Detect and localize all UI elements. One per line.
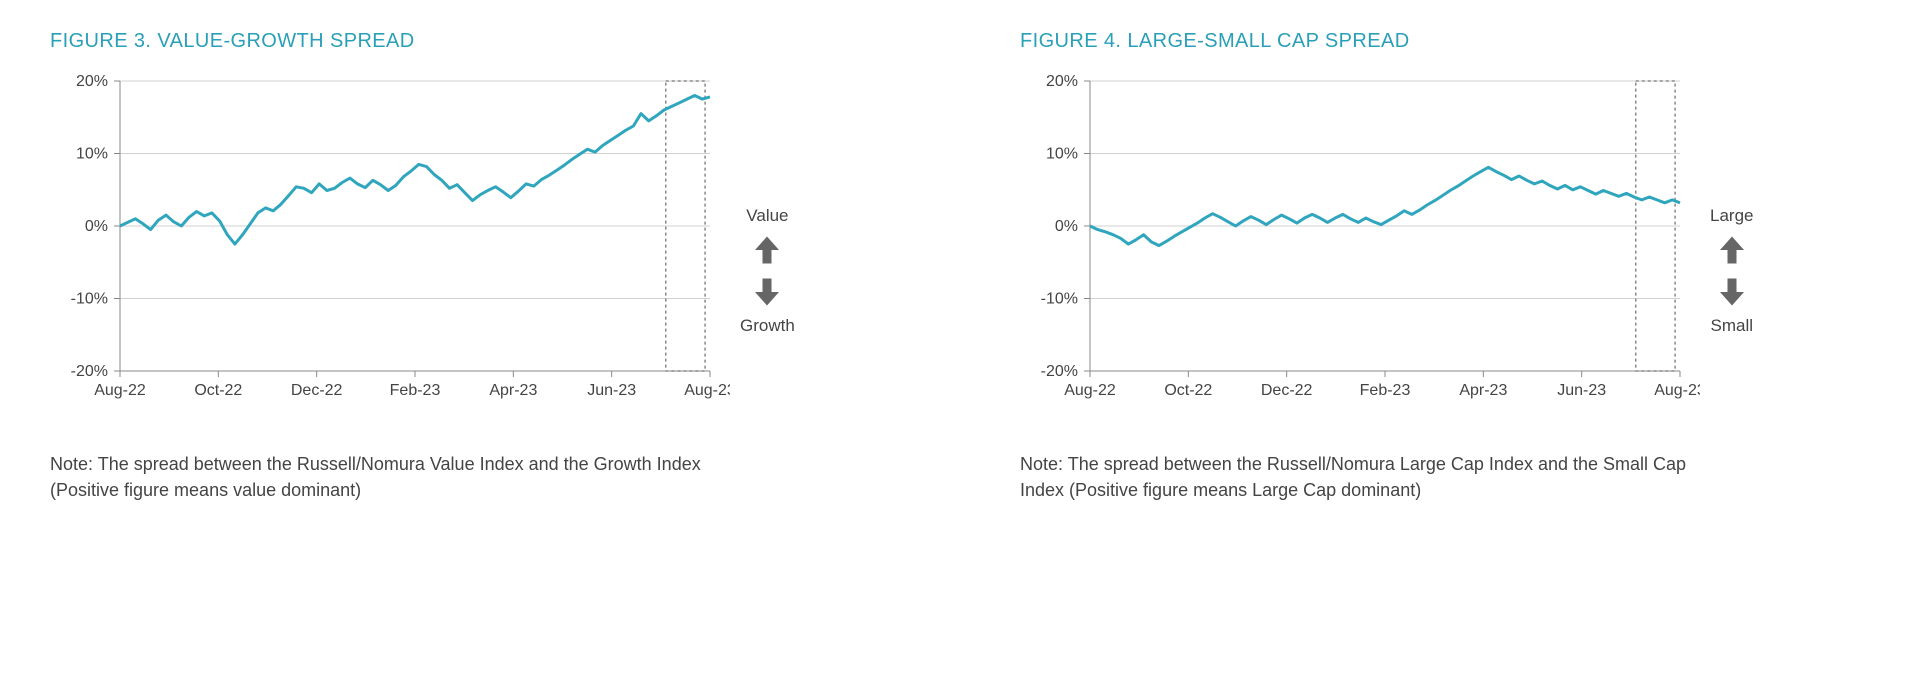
figure-3-chart: -20% -10% 0% 10% 20% Aug-22 Oct-22 Dec-22 Feb-23… (50, 71, 730, 411)
figure-4-top-label: Large (1710, 206, 1753, 226)
arrow-down-icon (749, 274, 785, 310)
arrow-up-icon (1714, 232, 1750, 268)
svg-text:0%: 0% (1055, 218, 1078, 235)
svg-text:-20%: -20% (1041, 363, 1078, 380)
svg-text:Dec-22: Dec-22 (291, 382, 343, 399)
svg-text:Jun-23: Jun-23 (1557, 382, 1606, 399)
figure-3-panel: FIGURE 3. VALUE-GROWTH SPREAD -20% -10% 0%… (50, 30, 900, 660)
figure-4-chart: -20% -10% 0% 10% 20% Aug-22 Oct-22 Dec-22 Feb-23… (1020, 71, 1700, 411)
svg-text:20%: 20% (1046, 73, 1078, 90)
svg-text:-10%: -10% (1041, 291, 1078, 308)
svg-text:10%: 10% (76, 146, 108, 163)
figure-4-title: FIGURE 4. LARGE-SMALL CAP SPREAD (1020, 30, 1870, 53)
svg-text:10%: 10% (1046, 146, 1078, 163)
svg-text:-20%: -20% (71, 363, 108, 380)
svg-text:Dec-22: Dec-22 (1261, 382, 1313, 399)
figure-3-bottom-label: Growth (740, 316, 795, 336)
figure-3-top-label: Value (746, 206, 788, 226)
figure-4-chart-row: -20% -10% 0% 10% 20% Aug-22 Oct-22 Dec-22 Feb-23… (1020, 71, 1870, 411)
svg-text:Oct-22: Oct-22 (1164, 382, 1212, 399)
svg-text:20%: 20% (76, 73, 108, 90)
figure-3-note: Note: The spread between the Russell/Nom… (50, 451, 750, 503)
svg-text:Aug-23: Aug-23 (1654, 382, 1700, 399)
figure-4-svg: -20% -10% 0% 10% 20% Aug-22 Oct-22 Dec-22 Feb-23… (1020, 71, 1700, 411)
figure-4-side-labels: Large Small (1710, 146, 1753, 336)
figure-3-side-labels: Value Growth (740, 146, 795, 336)
svg-text:Aug-22: Aug-22 (94, 382, 146, 399)
svg-text:-10%: -10% (71, 291, 108, 308)
svg-text:Oct-22: Oct-22 (194, 382, 242, 399)
figure-3-title: FIGURE 3. VALUE-GROWTH SPREAD (50, 30, 900, 53)
svg-text:0%: 0% (85, 218, 108, 235)
svg-text:Apr-23: Apr-23 (489, 382, 537, 399)
svg-text:Jun-23: Jun-23 (587, 382, 636, 399)
figure-3-svg: -20% -10% 0% 10% 20% Aug-22 Oct-22 Dec-22 Feb-23… (50, 71, 730, 411)
figure-3-chart-row: -20% -10% 0% 10% 20% Aug-22 Oct-22 Dec-22 Feb-23… (50, 71, 900, 411)
figure-4-panel: FIGURE 4. LARGE-SMALL CAP SPREAD -20% -10… (1020, 30, 1870, 660)
svg-text:Feb-23: Feb-23 (1360, 382, 1411, 399)
figure-4-bottom-label: Small (1710, 316, 1753, 336)
arrow-up-icon (749, 232, 785, 268)
svg-text:Feb-23: Feb-23 (390, 382, 441, 399)
arrow-down-icon (1714, 274, 1750, 310)
svg-text:Aug-23: Aug-23 (684, 382, 730, 399)
svg-text:Aug-22: Aug-22 (1064, 382, 1116, 399)
figure-4-note: Note: The spread between the Russell/Nom… (1020, 451, 1720, 503)
svg-text:Apr-23: Apr-23 (1459, 382, 1507, 399)
